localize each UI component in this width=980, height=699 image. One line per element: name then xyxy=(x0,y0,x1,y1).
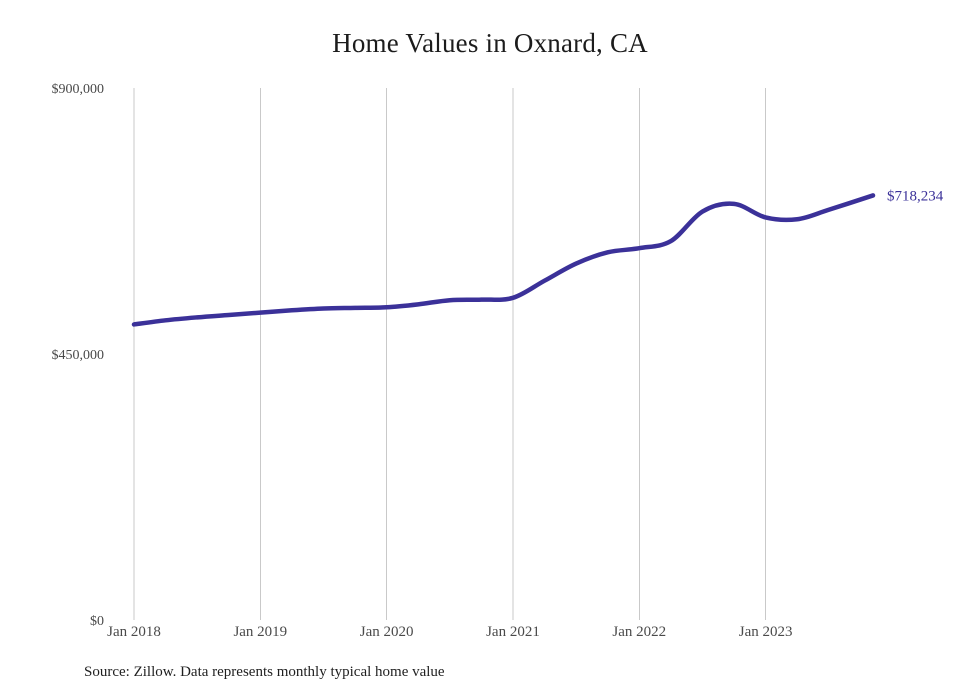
end-value-label: $718,234 xyxy=(887,188,944,204)
x-tick-label: Jan 2019 xyxy=(233,624,287,640)
y-tick-label: $450,000 xyxy=(52,348,105,363)
gridlines xyxy=(133,88,767,620)
source-footnote: Source: Zillow. Data represents monthly … xyxy=(84,664,445,680)
x-tick-label: Jan 2022 xyxy=(612,624,666,640)
x-tick-label: Jan 2020 xyxy=(360,624,414,640)
y-axis-tick-labels: $900,000 $450,000 $0 xyxy=(52,82,105,629)
y-tick-label: $0 xyxy=(90,614,104,629)
y-tick-label: $900,000 xyxy=(52,82,105,97)
chart-title: Home Values in Oxnard, CA xyxy=(332,28,648,58)
x-axis-tick-labels: Jan 2018 Jan 2019 Jan 2020 Jan 2021 Jan 2022… xyxy=(107,624,792,640)
x-tick-label: Jan 2023 xyxy=(739,624,793,640)
x-tick-label: Jan 2018 xyxy=(107,624,161,640)
x-tick-label: Jan 2021 xyxy=(486,624,540,640)
home-value-line xyxy=(131,193,876,327)
data-series-line xyxy=(131,193,876,327)
